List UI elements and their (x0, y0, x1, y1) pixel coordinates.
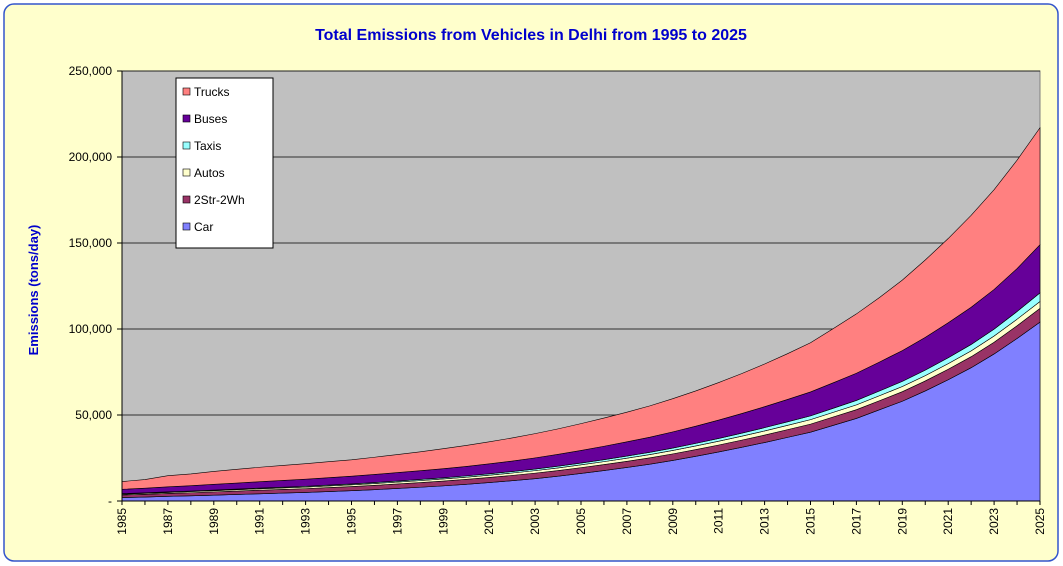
legend-label: Taxis (194, 139, 221, 153)
legend-label: Car (194, 220, 213, 234)
x-tick-label: 2025 (1033, 508, 1047, 535)
legend-swatch (182, 114, 191, 123)
legend-swatch (182, 222, 191, 231)
x-tick-label: 2019 (895, 508, 909, 535)
x-tick-label: 2011 (712, 508, 726, 534)
y-tick-label: 200,000 (69, 150, 113, 164)
y-tick-label: 150,000 (69, 236, 113, 250)
legend-swatch (182, 168, 191, 177)
x-tick-label: 1993 (299, 508, 313, 535)
x-tick-label: 1985 (115, 508, 129, 535)
legend-swatch (182, 195, 191, 204)
x-tick-label: 1995 (345, 508, 359, 535)
legend-label: 2Str-2Wh (194, 193, 245, 207)
x-tick-label: 1999 (436, 508, 450, 535)
y-tick-label: 50,000 (75, 408, 112, 422)
legend-label: Autos (194, 166, 225, 180)
y-tick-label: 100,000 (69, 322, 113, 336)
area (121, 126, 1041, 490)
legend-swatch (182, 87, 191, 96)
x-tick-label: 1987 (161, 508, 175, 535)
y-tick-label: - (108, 494, 112, 508)
x-tick-label: 2001 (482, 508, 496, 535)
x-tick-label: 1989 (207, 508, 221, 535)
x-tick-label: 2021 (941, 508, 955, 535)
legend: Car 2Str-2Wh Autos Taxis Buses Trucks (175, 77, 274, 249)
x-tick-label: 2023 (987, 508, 1001, 535)
x-tick-label: 1991 (253, 508, 267, 535)
x-tick-label: 2017 (849, 508, 863, 535)
x-tick-label: 1997 (390, 508, 404, 535)
x-tick-label: 2009 (666, 508, 680, 535)
legend-swatch (182, 141, 191, 150)
y-tick-label: 250,000 (69, 64, 113, 78)
x-tick-label: 2007 (620, 508, 634, 535)
legend-label: Buses (194, 112, 227, 126)
legend-box (175, 77, 274, 249)
x-tick-label: 2005 (574, 508, 588, 535)
legend-label: Trucks (194, 85, 230, 99)
x-tick-label: 2013 (758, 508, 772, 535)
chart-title: Total Emissions from Vehicles in Delhi f… (315, 27, 747, 44)
x-tick-label: 2015 (804, 508, 818, 535)
y-axis-title: Emissions (tons/day) (26, 225, 41, 356)
x-tick-label: 2003 (528, 508, 542, 535)
